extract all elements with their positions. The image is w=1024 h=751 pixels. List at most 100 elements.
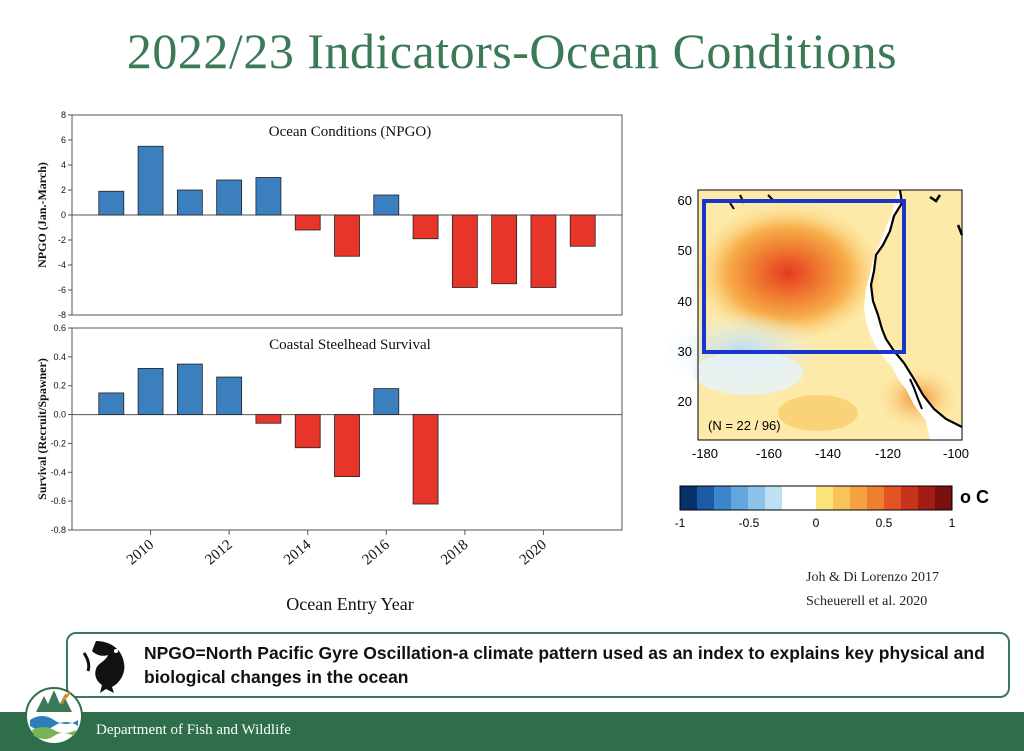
- citation: Scheuerell et al. 2020: [806, 594, 928, 609]
- map-xtick: -180: [692, 446, 718, 461]
- x-tick-label: 2020: [517, 537, 550, 569]
- bar: [530, 214, 557, 288]
- bar: [412, 414, 439, 505]
- bar-charts: -8 -6 -4 -2 0 2 4 6 8 Ocean Conditions (NPGO) NPGO…: [35, 110, 623, 614]
- fish-icon: [82, 641, 125, 693]
- bar: [216, 179, 243, 216]
- colorbar-swatch: [799, 486, 817, 510]
- y-axis-label: Survival (Recruit/Spawner): [35, 358, 49, 500]
- bar: [137, 145, 164, 216]
- bar: [451, 214, 478, 288]
- colorbar-swatch: [833, 486, 851, 510]
- y-tick-label: 4: [61, 160, 66, 170]
- coastline: [869, 189, 963, 428]
- map-xtick: -100: [943, 446, 969, 461]
- y-tick-label: 0: [61, 210, 66, 220]
- bar: [255, 414, 282, 424]
- colorbar-tick: -1: [675, 516, 686, 530]
- bar: [176, 363, 203, 415]
- map-ytick: 60: [678, 193, 692, 208]
- y-axis-label: NPGO (Jan.-March): [35, 162, 49, 268]
- y-tick-label: 0.6: [53, 323, 66, 333]
- y-tick-label: 0.2: [53, 381, 66, 391]
- colorbar-swatch: [884, 486, 902, 510]
- agency-logo: [25, 687, 83, 745]
- colorbar-swatch: [901, 486, 919, 510]
- x-tick-label: 2016: [360, 536, 394, 568]
- y-tick-label: 0.4: [53, 352, 66, 362]
- colorbar-swatch: [731, 486, 749, 510]
- map-ytick: 40: [678, 294, 692, 309]
- colorbar-swatch: [816, 486, 834, 510]
- footer-text: Department of Fish and Wildlife: [96, 722, 291, 738]
- colorbar-frame: [679, 485, 953, 511]
- land-mask: [864, 190, 962, 440]
- colorbar-tick: -0.5: [739, 516, 760, 530]
- chart-title: Ocean Conditions (NPGO): [269, 124, 431, 140]
- x-tick-label: 2012: [202, 537, 235, 569]
- x-tick-label: 2018: [438, 537, 471, 569]
- colorbar-unit: o C: [960, 487, 989, 507]
- map-ytick: 50: [678, 243, 692, 258]
- footer: Department of Fish and Wildlife: [0, 712, 1024, 751]
- bar: [412, 214, 439, 240]
- y-tick-label: 0.0: [53, 410, 66, 420]
- bar: [373, 388, 400, 415]
- x-tick-label: 2014: [281, 536, 315, 568]
- y-tick-label: -0.6: [50, 496, 66, 506]
- colorbar-swatch: [850, 486, 868, 510]
- plot-frame: [71, 327, 623, 531]
- y-tick-label: -4: [58, 260, 66, 270]
- bar: [373, 194, 400, 216]
- y-tick-label: -8: [58, 310, 66, 320]
- info-text: NPGO=North Pacific Gyre Oscillation-a cl…: [144, 643, 985, 687]
- x-axis-label: Ocean Entry Year: [286, 594, 413, 614]
- colorbar-tick: 0.5: [876, 516, 893, 530]
- chart-title: Coastal Steelhead Survival: [269, 337, 431, 353]
- y-tick-label: -2: [58, 235, 66, 245]
- colorbar-swatch: [714, 486, 732, 510]
- colorbar-swatch: [935, 486, 953, 510]
- bar: [334, 414, 360, 478]
- citation: Joh & Di Lorenzo 2017: [806, 570, 939, 585]
- colorbar-swatch: [765, 486, 783, 510]
- bar: [137, 367, 164, 415]
- colorbar-swatch: [680, 486, 698, 510]
- map-xtick: -160: [756, 446, 782, 461]
- map-annotation: (N = 22 / 96): [708, 418, 781, 433]
- bar: [98, 190, 125, 216]
- bar: [176, 189, 203, 216]
- colorbar-swatch: [918, 486, 936, 510]
- sst-anomaly-map: 60 50 40 30 20 -180 -160 -140 -120 -100 …: [668, 189, 989, 530]
- colorbar: [679, 485, 953, 511]
- bar: [294, 214, 321, 231]
- map-xtick: -120: [875, 446, 901, 461]
- y-tick-label: -0.4: [50, 467, 66, 477]
- y-tick-label: 6: [61, 135, 66, 145]
- study-region-box: [702, 199, 906, 354]
- page-title: 2022/23 Indicators-Ocean Conditions: [126, 23, 898, 79]
- bar: [216, 376, 243, 415]
- bar: [255, 177, 282, 216]
- map-ytick: 20: [678, 394, 692, 409]
- colorbar-swatch: [867, 486, 885, 510]
- colorbar-tick: 0: [813, 516, 820, 530]
- bar: [98, 392, 125, 415]
- colorbar-swatch: [697, 486, 715, 510]
- y-tick-label: 2: [61, 185, 66, 195]
- y-tick-label: -6: [58, 285, 66, 295]
- bar: [569, 214, 596, 247]
- y-tick-label: 8: [61, 110, 66, 120]
- info-box: NPGO=North Pacific Gyre Oscillation-a cl…: [66, 632, 1010, 698]
- y-tick-label: -0.2: [50, 438, 66, 448]
- bar: [491, 214, 518, 285]
- map-ytick: 30: [678, 344, 692, 359]
- colorbar-tick: 1: [949, 516, 956, 530]
- map-xtick: -140: [815, 446, 841, 461]
- citations: Joh & Di Lorenzo 2017 Scheuerell et al. …: [806, 566, 939, 614]
- y-tick-label: -0.8: [50, 525, 66, 535]
- colorbar-swatch: [782, 486, 800, 510]
- x-tick-label: 2010: [124, 537, 157, 569]
- map-plot-area: [668, 189, 964, 441]
- colorbar-swatch: [748, 486, 766, 510]
